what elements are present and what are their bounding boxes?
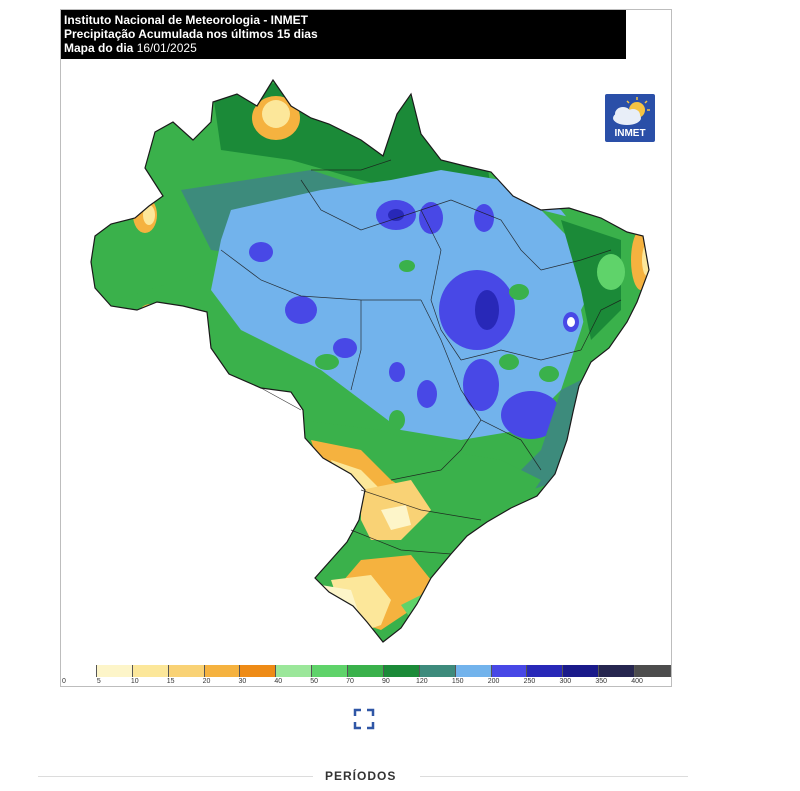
legend-tick-label: 120 bbox=[415, 678, 428, 685]
legend-swatch bbox=[491, 665, 528, 677]
header-institute: Instituto Nacional de Meteorologia - INM… bbox=[64, 13, 309, 27]
legend-tick-label: 15 bbox=[166, 678, 175, 685]
legend-swatch bbox=[312, 665, 349, 677]
inmet-logo: INMET bbox=[605, 94, 655, 142]
header-date-line: Mapa do dia 16/01/2025 bbox=[64, 41, 626, 55]
legend-swatch bbox=[455, 665, 492, 677]
legend-swatch bbox=[419, 665, 456, 677]
header-date: 16/01/2025 bbox=[136, 41, 197, 55]
legend-tick-label: 350 bbox=[595, 678, 608, 685]
legend-swatch bbox=[61, 665, 97, 677]
legend-swatch bbox=[168, 665, 205, 677]
legend-tick-label: 20 bbox=[202, 678, 211, 685]
legend-swatch bbox=[563, 665, 600, 677]
legend-tick-label: 0 bbox=[62, 678, 66, 685]
legend-tick-label: 70 bbox=[346, 678, 354, 685]
periods-heading: PERÍODOS bbox=[325, 769, 397, 783]
legend-swatch bbox=[96, 665, 133, 677]
legend-swatch bbox=[599, 665, 636, 677]
legend-swatch bbox=[348, 665, 384, 677]
map-header: Instituto Nacional de Meteorologia - INM… bbox=[61, 10, 626, 59]
periods-divider-right bbox=[420, 776, 688, 777]
expand-icon[interactable] bbox=[352, 707, 376, 731]
legend-swatch bbox=[240, 665, 277, 677]
legend-tick-label: 10 bbox=[130, 678, 139, 685]
legend-tick-label: 400 bbox=[631, 678, 643, 685]
legend-swatch bbox=[527, 665, 564, 677]
header-title: Precipitação Acumulada nos últimos 15 di… bbox=[64, 27, 318, 41]
precipitation-legend: 0 5 10 15 20 30 40 50 70 90 120 150 200 250 300 350 400 bbox=[61, 665, 671, 686]
legend-tick-label: 200 bbox=[487, 678, 500, 685]
sun-cloud-icon bbox=[613, 97, 650, 125]
legend-tick-label: 150 bbox=[451, 678, 464, 685]
legend-swatch bbox=[204, 665, 241, 677]
legend-swatch bbox=[276, 665, 313, 677]
legend-swatch bbox=[383, 665, 420, 677]
brazil-map bbox=[90, 79, 650, 643]
legend-tick-label: 40 bbox=[274, 678, 283, 685]
legend-swatch bbox=[635, 665, 671, 677]
legend-tick-label: 300 bbox=[559, 678, 572, 685]
periods-section: PERÍODOS bbox=[0, 767, 800, 787]
precipitation-map: Instituto Nacional de Meteorologia - INM… bbox=[60, 9, 672, 687]
header-date-prefix: Mapa do dia bbox=[64, 41, 137, 55]
periods-divider-left bbox=[38, 776, 313, 777]
legend-tick-label: 30 bbox=[238, 678, 247, 685]
logo-text: INMET bbox=[614, 128, 646, 139]
legend-tick-label: 250 bbox=[523, 678, 536, 685]
legend-tick-label: 5 bbox=[96, 678, 101, 685]
legend-tick-label: 90 bbox=[382, 678, 390, 685]
legend-tick-label: 50 bbox=[310, 678, 319, 685]
legend-swatch bbox=[132, 665, 169, 677]
